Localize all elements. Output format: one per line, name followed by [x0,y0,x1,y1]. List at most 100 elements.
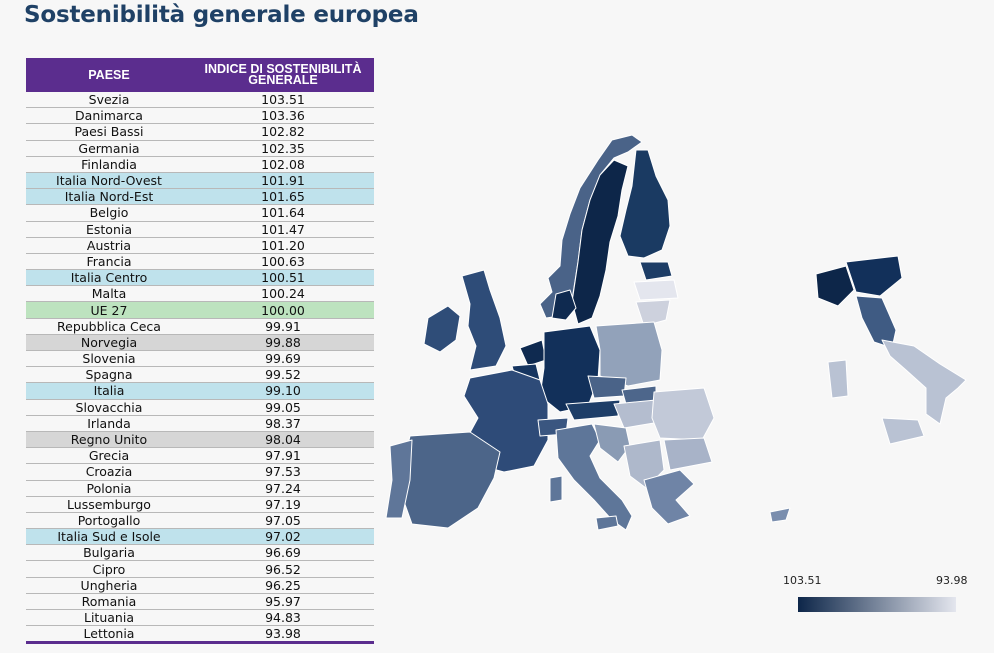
map-bulgaria [663,437,713,471]
table-row: Germania 102.35 [26,140,374,157]
row-country: Italia Nord-Est [26,188,192,206]
table-row: Italia Nord-Ovest 101.91 [26,172,374,190]
row-value: 98.37 [192,415,374,432]
row-country: Lituania [26,609,192,627]
row-country: Belgio [26,204,192,222]
table-row: Austria 101.20 [26,237,374,254]
map-portogallo [385,439,413,519]
table-row: Italia 99.10 [26,382,374,400]
row-country: Finlandia [26,156,192,173]
row-country: Lussemburgo [26,496,192,513]
row-value: 95.97 [192,593,374,611]
row-country: Svezia [26,92,192,109]
map-sicilia [595,515,619,531]
table-row: Francia 100.63 [26,253,374,271]
table-row: Spagna 99.52 [26,366,374,384]
header-country: PAESE [26,58,192,92]
row-country: Cipro [26,560,192,578]
table-row: Norvegia 99.88 [26,334,374,352]
row-value: 101.91 [192,172,374,190]
table-row: Italia Sud e Isole 97.02 [26,528,374,546]
map-lettonia [633,279,679,301]
row-country: UE 27 [26,301,192,319]
row-country: Ungheria [26,577,192,594]
row-value: 97.19 [192,496,374,513]
row-country: Lettonia [26,625,192,645]
table-row: Italia Centro 100.51 [26,269,374,287]
row-country: Polonia [26,480,192,497]
legend-low-label: 93.98 [936,574,968,587]
table-row: Bulgaria 96.69 [26,544,374,562]
row-country: Slovacchia [26,399,192,416]
row-value: 102.35 [192,140,374,157]
row-country: Regno Unito [26,431,192,449]
row-value: 101.47 [192,221,374,238]
table-row: Lussemburgo 97.19 [26,496,374,513]
map-italia-sud [881,339,967,425]
table-row: Cipro 96.52 [26,560,374,578]
row-country: Italia Centro [26,269,192,287]
row-country: Croazia [26,463,192,481]
map-sicilia-inset [881,417,925,445]
table-row: Portogallo 97.05 [26,512,374,530]
row-value: 100.51 [192,269,374,287]
row-value: 99.91 [192,318,374,335]
table-row: Irlanda 98.37 [26,415,374,432]
row-value: 96.69 [192,544,374,562]
row-value: 100.00 [192,301,374,319]
map-irlanda [423,305,461,353]
row-country: Slovenia [26,350,192,368]
table-row: Ungheria 96.25 [26,577,374,594]
table-row: Croazia 97.53 [26,463,374,481]
row-value: 99.10 [192,382,374,400]
row-country: Spagna [26,366,192,384]
table-row: Malta 100.24 [26,285,374,303]
map-cechia [587,375,627,399]
row-value: 101.20 [192,237,374,254]
row-country: Italia Sud e Isole [26,528,192,546]
map-estonia [639,261,673,281]
row-country: Paesi Bassi [26,123,192,141]
row-value: 101.65 [192,188,374,206]
row-value: 97.05 [192,512,374,530]
map-germania [539,325,601,413]
row-value: 97.53 [192,463,374,481]
header-index: INDICE DI SOSTENIBILITÀ GENERALE [192,58,374,92]
map-svezia [571,159,629,325]
row-value: 93.98 [192,625,374,645]
row-value: 102.82 [192,123,374,141]
map-croazia [593,423,631,463]
table-row: Grecia 97.91 [26,447,374,465]
map-polonia [595,321,663,387]
row-country: Romania [26,593,192,611]
row-country: Danimarca [26,107,192,125]
map-sardegna-inset [827,359,849,399]
row-country: Irlanda [26,415,192,432]
map-austria [565,399,621,421]
row-country: Italia Nord-Ovest [26,172,192,190]
row-country: Francia [26,253,192,271]
map-paesi-bassi [519,339,547,367]
table-row: Slovenia 99.69 [26,350,374,368]
row-value: 97.24 [192,480,374,497]
table-row: Repubblica Ceca 99.91 [26,318,374,335]
row-value: 99.69 [192,350,374,368]
legend-high-label: 103.51 [783,574,822,587]
map-cipro [769,507,791,523]
table-row: Slovacchia 99.05 [26,399,374,416]
row-value: 100.63 [192,253,374,271]
sustainability-table: PAESE INDICE DI SOSTENIBILITÀ GENERALE Sv… [26,58,374,645]
row-country: Estonia [26,221,192,238]
map-spagna [401,431,501,529]
table-row: Paesi Bassi 102.82 [26,123,374,141]
page-title: Sostenibilità generale europea [24,2,419,28]
row-country: Portogallo [26,512,192,530]
row-value: 99.88 [192,334,374,352]
table-row: Finlandia 102.08 [26,156,374,173]
table-row: Estonia 101.47 [26,221,374,238]
table-row: Lituania 94.83 [26,609,374,627]
row-country: Bulgaria [26,544,192,562]
row-value: 96.25 [192,577,374,594]
row-value: 99.05 [192,399,374,416]
row-value: 97.02 [192,528,374,546]
